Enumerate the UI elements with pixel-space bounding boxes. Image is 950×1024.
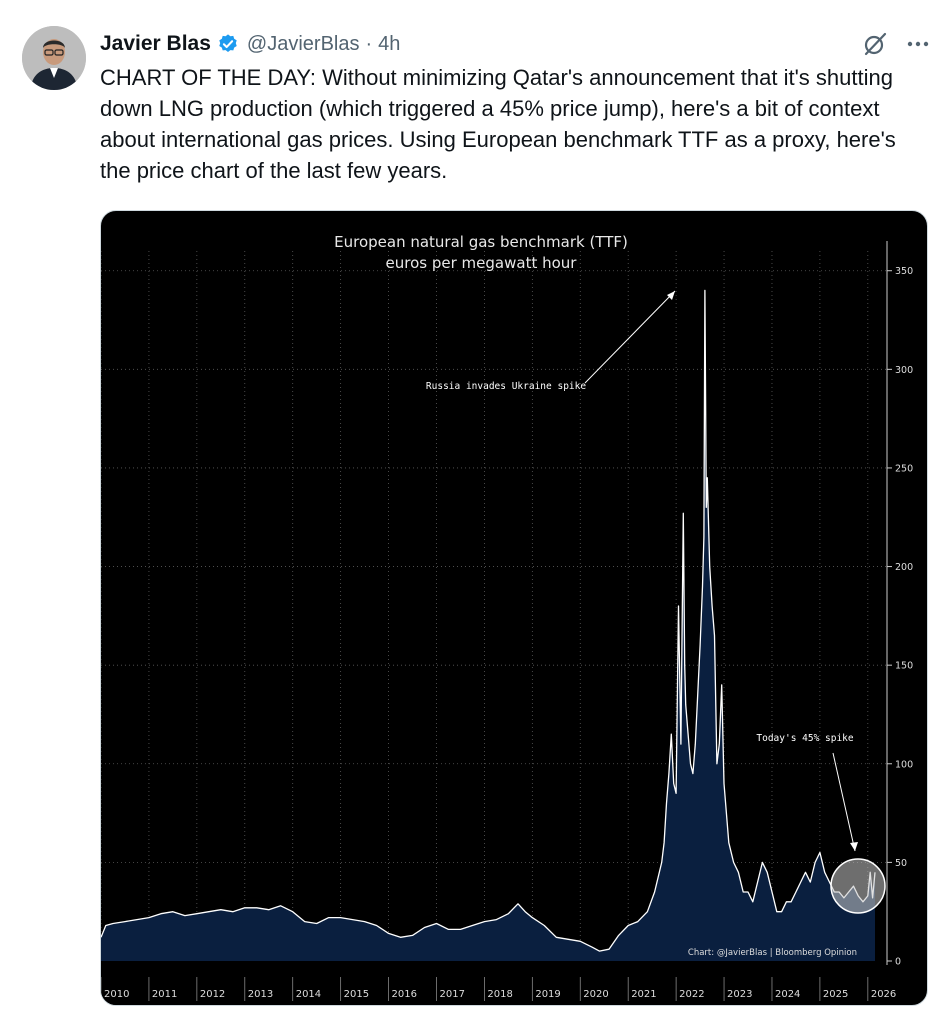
x-tick-label: 2015 xyxy=(344,989,369,1000)
ttf-price-chart: 0 50 100 150 200 250 300 350 2010 2011 2012 2013 20… xyxy=(101,233,913,1005)
y-tick-label: 150 xyxy=(895,661,913,672)
x-tick-label: 2024 xyxy=(775,989,800,1000)
x-tick-label: 2019 xyxy=(535,989,560,1000)
y-tick-label: 350 xyxy=(895,266,913,277)
tweet-header: Javier Blas @JavierBlas · 4h xyxy=(100,30,930,58)
avatar[interactable] xyxy=(22,26,86,90)
x-axis-band xyxy=(101,969,887,1005)
chart-credit: Chart: @JavierBlas | Bloomberg Opinion xyxy=(688,948,857,958)
y-tick-label: 200 xyxy=(895,562,913,573)
russia-annotation: Russia invades Ukraine spike xyxy=(426,381,586,392)
price-area xyxy=(101,290,875,961)
chart-subtitle: euros per megawatt hour xyxy=(386,254,578,272)
x-tick-label: 2012 xyxy=(200,989,225,1000)
today-annotation: Today's 45% spike xyxy=(756,733,854,744)
x-tick-label: 2017 xyxy=(439,989,464,1000)
author-handle[interactable]: @JavierBlas xyxy=(246,32,360,55)
today-spike-highlight xyxy=(830,858,886,914)
verified-badge-icon xyxy=(217,33,239,55)
x-tick-label: 2016 xyxy=(392,989,417,1000)
more-icon[interactable] xyxy=(906,39,930,49)
russia-annotation-arrow xyxy=(584,290,676,384)
x-tick-label: 2020 xyxy=(583,989,608,1000)
separator-dot: · xyxy=(365,32,373,55)
y-tick-label: 300 xyxy=(895,365,913,376)
price-line xyxy=(101,289,876,952)
chart-title: European natural gas benchmark (TTF) xyxy=(334,233,628,251)
x-tick-label: 2023 xyxy=(727,989,752,1000)
author-name[interactable]: Javier Blas xyxy=(100,32,211,55)
x-tick-label: 2026 xyxy=(871,989,896,1000)
russia-annotation-arrowhead xyxy=(667,291,675,300)
chart-image[interactable]: 0 50 100 150 200 250 300 350 2010 2011 2012 2013 20… xyxy=(100,210,928,1006)
x-tick-label: 2013 xyxy=(248,989,273,1000)
y-tick-label: 100 xyxy=(895,759,913,770)
y-tick-label: 0 xyxy=(895,957,901,968)
x-tick-label: 2025 xyxy=(823,989,848,1000)
x-tick-label: 2010 xyxy=(104,989,129,1000)
x-tick-label: 2018 xyxy=(487,989,512,1000)
y-tick-label: 250 xyxy=(895,463,913,474)
timestamp[interactable]: 4h xyxy=(378,32,401,55)
x-tick-label: 2011 xyxy=(152,989,177,1000)
x-tick-label: 2021 xyxy=(631,989,656,1000)
y-tick-label: 50 xyxy=(895,858,907,869)
today-annotation-arrowhead xyxy=(850,842,858,851)
x-tick-label: 2022 xyxy=(679,989,704,1000)
x-tick-label: 2014 xyxy=(296,989,321,1000)
today-annotation-arrow xyxy=(832,752,856,852)
grok-icon[interactable] xyxy=(862,31,888,57)
tweet-text: CHART OF THE DAY: Without minimizing Qat… xyxy=(100,65,896,183)
